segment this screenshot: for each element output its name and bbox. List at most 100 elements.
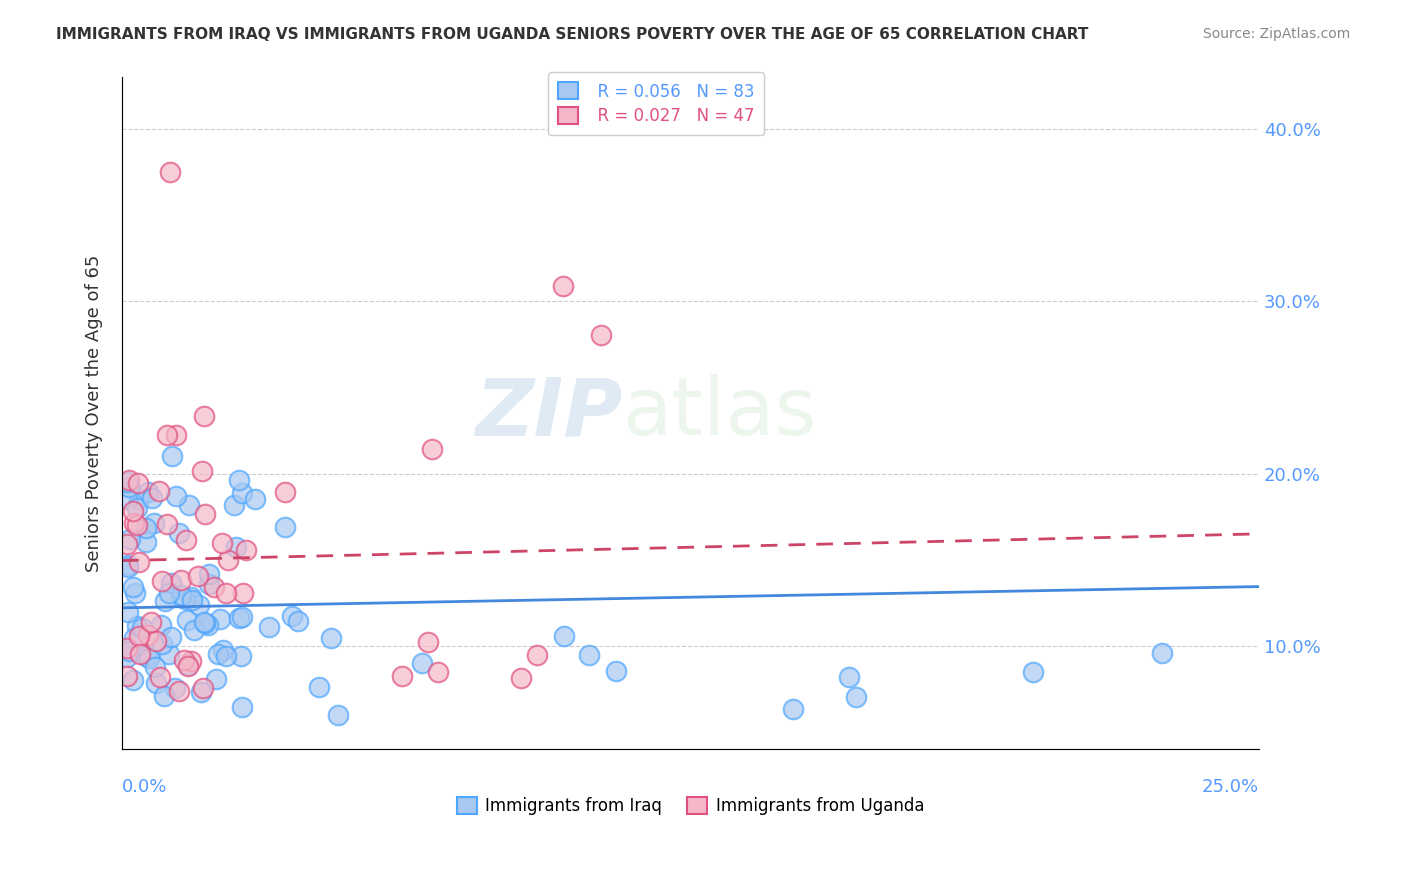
Point [149,618,172,632]
Point [128,491,150,506]
Point [165,490,187,504]
Point [135,521,157,535]
Point [118,473,141,487]
Point [211,642,233,657]
Point [157,648,180,662]
Point [115,491,138,506]
Point [150,637,173,651]
Point [150,574,173,589]
Text: IMMIGRANTS FROM IRAQ VS IMMIGRANTS FROM UGANDA SENIORS POVERTY OVER THE AGE OF 6: IMMIGRANTS FROM IRAQ VS IMMIGRANTS FROM … [56,27,1088,42]
Point [176,657,198,672]
Point [125,518,148,533]
Point [193,409,215,424]
Point [167,526,190,541]
Point [122,516,145,530]
Point [122,673,145,687]
Point [138,650,160,665]
Point [215,649,238,664]
Point [142,516,165,531]
Point [136,628,159,642]
Point [838,670,860,684]
Point [124,631,146,645]
Point [281,609,304,624]
Point [197,618,219,632]
Point [411,656,433,670]
Point [143,660,166,674]
Point [193,615,215,629]
Point [118,644,141,658]
Point [166,428,188,442]
Point [117,558,139,572]
Point [232,586,254,600]
Point [127,501,149,516]
Point [198,567,221,582]
Point [510,671,533,685]
Legend: Immigrants from Iraq, Immigrants from Uganda: Immigrants from Iraq, Immigrants from Ug… [450,790,931,822]
Point [127,475,149,490]
Point [117,479,139,493]
Point [149,670,172,684]
Point [231,486,253,500]
Point [222,498,245,512]
Point [120,532,142,546]
Point [156,516,179,531]
Point [211,535,233,549]
Point [124,586,146,600]
Point [553,629,575,643]
Point [136,484,159,499]
Point [782,702,804,716]
Point [181,593,204,607]
Point [129,647,152,661]
Point [420,442,443,457]
Point [128,555,150,569]
Point [208,611,231,625]
Point [176,613,198,627]
Point [589,327,612,342]
Point [191,464,214,478]
Point [274,484,297,499]
Point [416,635,439,649]
Point [228,473,250,487]
Point [207,647,229,661]
Point [173,653,195,667]
Point [162,450,184,464]
Point [235,543,257,558]
Point [191,681,214,695]
Point [287,614,309,628]
Point [605,665,627,679]
Point [578,648,600,662]
Point [153,593,176,607]
Point [173,592,195,607]
Point [115,641,138,656]
Point [198,577,221,591]
Point [135,648,157,663]
Point [274,520,297,534]
Point [215,586,238,600]
Point [117,605,139,619]
Point [526,648,548,662]
Point [217,553,239,567]
Point [141,615,163,629]
Point [1021,665,1043,679]
Point [121,581,143,595]
Point [165,681,187,695]
Point [205,672,228,686]
Point [128,629,150,643]
Point [160,630,183,644]
Point [228,610,250,624]
Point [326,707,349,722]
Point [225,541,247,555]
Point [1150,646,1173,660]
Point [131,621,153,635]
Point [551,279,574,293]
Point [194,508,217,522]
Point [183,624,205,638]
Point [135,534,157,549]
Point [194,615,217,630]
Y-axis label: Seniors Poverty Over the Age of 65: Seniors Poverty Over the Age of 65 [86,255,103,572]
Point [145,676,167,690]
Point [169,573,191,587]
Point [148,483,170,498]
Point [121,504,143,518]
Point [115,475,138,489]
